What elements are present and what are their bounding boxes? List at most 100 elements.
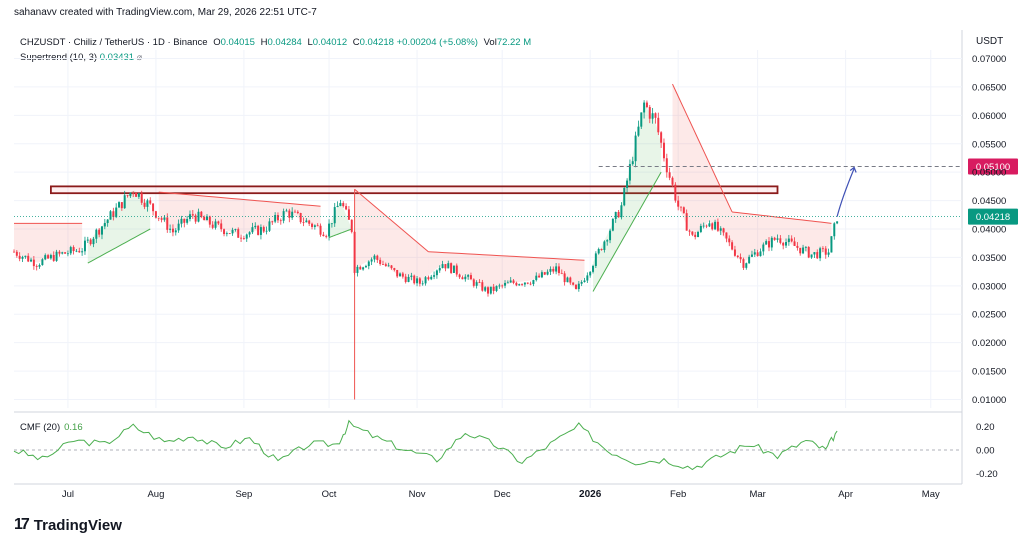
- candle-body: [345, 206, 348, 210]
- candle-body: [342, 203, 345, 207]
- tradingview-mark-icon: 17: [14, 516, 30, 533]
- candle-body: [623, 187, 626, 206]
- candle-body: [390, 265, 393, 269]
- low-label: L: [307, 37, 313, 48]
- candle-body: [472, 279, 475, 286]
- high-label: H: [260, 37, 268, 48]
- candle-body: [169, 228, 172, 230]
- candle-body: [529, 283, 532, 285]
- candle-body: [609, 230, 612, 241]
- candle-body: [674, 184, 677, 201]
- time-tick-label: May: [922, 489, 940, 500]
- price-axis: 0.07000 0.06500 0.06000 0.05500 0.05000 0.045…: [972, 54, 1006, 480]
- candle-body: [793, 241, 796, 246]
- candle-body: [200, 211, 203, 217]
- candle-body: [32, 259, 35, 267]
- candle-body: [330, 223, 333, 225]
- candle-body: [662, 142, 665, 159]
- symbol-name[interactable]: CHZUSDT · Chiliz / TetherUS · 1D · Binan…: [20, 37, 208, 48]
- resistance-zone-box: [49, 185, 779, 195]
- candle-body: [444, 264, 447, 269]
- volume-label: Vol: [483, 37, 497, 48]
- candle-body: [410, 275, 413, 277]
- candle-body: [271, 221, 274, 223]
- candle-body: [523, 282, 526, 285]
- current-price-label: 0.04218: [976, 212, 1010, 223]
- candle-body: [18, 255, 21, 259]
- candle-body: [759, 251, 762, 257]
- candle-body: [143, 202, 146, 207]
- candle-body: [418, 278, 421, 284]
- candle-body: [15, 251, 18, 256]
- candle-body: [421, 283, 424, 285]
- candle-body: [118, 202, 121, 208]
- candle-body: [154, 211, 157, 218]
- candle-body: [492, 286, 495, 291]
- candle-body: [620, 205, 623, 218]
- candle-body: [188, 214, 191, 220]
- candle-body: [833, 223, 836, 237]
- price-tick-label: 0.02500: [972, 310, 1006, 321]
- candle-body: [640, 112, 643, 127]
- candle-body: [364, 266, 367, 268]
- supertrend-indicator: [14, 83, 832, 400]
- candle-body: [89, 239, 92, 245]
- candle-body: [606, 240, 609, 242]
- candles: [13, 100, 839, 297]
- candle-body: [634, 135, 637, 162]
- supertrend-label[interactable]: Supertrend (10, 3): [20, 52, 98, 63]
- candle-body: [265, 230, 268, 232]
- candle-body: [435, 270, 438, 276]
- candle-body: [807, 246, 810, 258]
- candle-body: [563, 273, 566, 283]
- candle-body: [203, 216, 206, 221]
- candle-body: [768, 241, 770, 248]
- candle-body: [569, 277, 572, 283]
- candle-body: [180, 218, 183, 224]
- candle-body: [521, 284, 524, 285]
- candle-body: [282, 211, 285, 221]
- candle-body: [393, 268, 396, 270]
- candle-body: [733, 249, 736, 256]
- candle-body: [404, 276, 407, 282]
- candle-body: [441, 264, 444, 269]
- hide-indicator-icon[interactable]: ⌀: [136, 52, 143, 62]
- candle-body: [302, 222, 305, 223]
- price-tick-label: 0.06000: [972, 111, 1006, 122]
- candle-body: [257, 225, 260, 235]
- cmf-label[interactable]: CMF (20): [20, 422, 61, 433]
- candle-body: [112, 211, 115, 217]
- candle-body: [688, 230, 691, 232]
- candle-body: [316, 225, 319, 227]
- candle-body: [504, 282, 507, 286]
- tradingview-logo[interactable]: 17 TradingView: [14, 516, 122, 534]
- candle-body: [254, 225, 257, 228]
- candle-body: [194, 215, 197, 222]
- supertrend-value: 0.03431: [99, 52, 135, 63]
- candle-body: [174, 230, 177, 233]
- time-tick-label: 2026: [579, 489, 602, 500]
- cmf-line: [13, 419, 838, 471]
- supertrend-fill: [672, 84, 733, 248]
- candle-body: [461, 277, 464, 280]
- price-tick-label: 0.06500: [972, 82, 1006, 93]
- candle-body: [796, 245, 799, 248]
- candle-body: [413, 275, 416, 284]
- candle-body: [75, 250, 78, 252]
- candle-body: [322, 234, 325, 237]
- candle-body: [603, 241, 606, 251]
- candle-body: [350, 219, 353, 232]
- candle-body: [177, 223, 180, 231]
- candle-body: [183, 218, 186, 223]
- candle-body: [106, 219, 109, 224]
- candle-body: [438, 268, 441, 271]
- supertrend-line: [732, 211, 832, 224]
- time-tick-label: Nov: [409, 489, 426, 500]
- time-axis: Jul Aug Sep Oct Nov Dec 2026 Feb Mar Apr May: [62, 489, 940, 500]
- time-tick-label: Aug: [147, 489, 164, 500]
- candle-body: [637, 126, 640, 136]
- candle-body: [574, 284, 577, 290]
- close-value: 0.04218: [359, 37, 394, 48]
- candle-body: [120, 202, 123, 209]
